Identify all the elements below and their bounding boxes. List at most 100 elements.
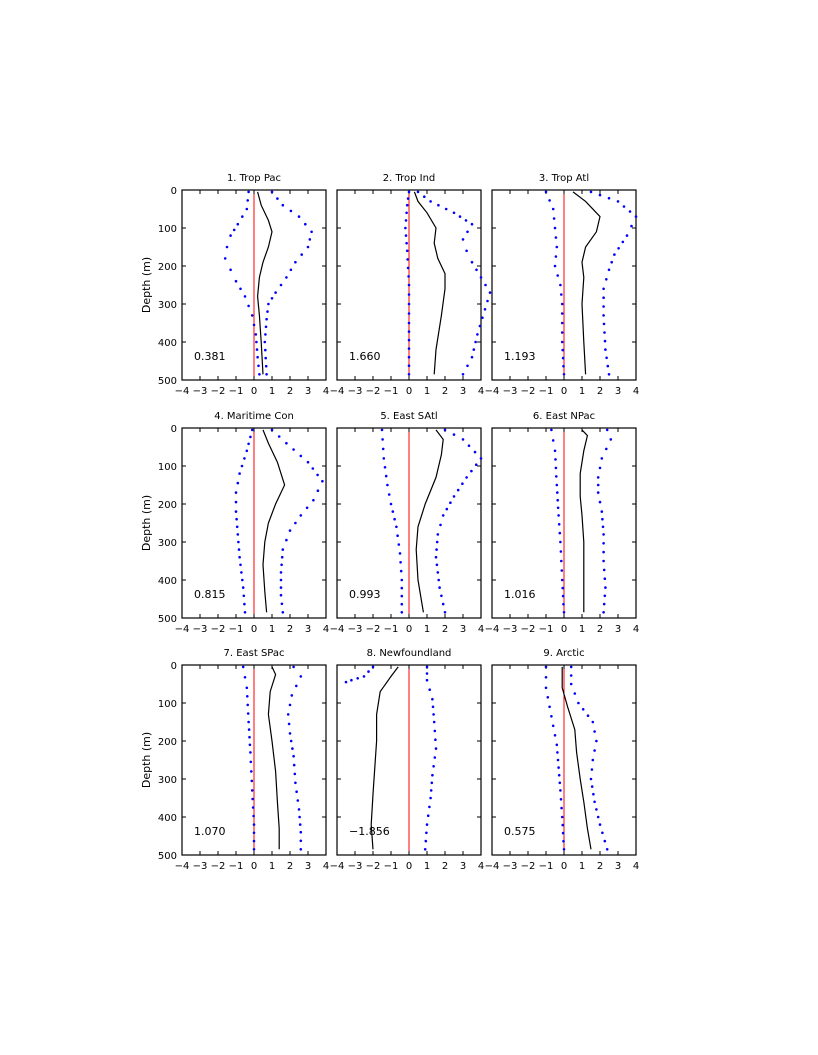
spread-point [452,211,456,215]
spread-point [559,798,563,801]
x-tick-label: 2 [597,386,603,397]
x-tick-label: 2 [287,624,293,635]
spread-point [628,210,632,213]
series-lower [544,665,566,851]
spread-point [434,738,437,741]
spread-point [300,253,304,256]
mean-profile-line [413,191,446,375]
x-tick-label: 1 [269,624,275,635]
series-lower [241,665,256,851]
spread-point [381,447,385,451]
spread-point [299,830,303,834]
spread-point [398,552,402,555]
series-lower [544,190,566,376]
spread-point [406,258,409,261]
x-tick-label: −2 [366,386,381,397]
x-tick-label: 1 [424,386,430,397]
spread-point [605,428,609,432]
x-tick-label: 4 [478,386,484,397]
y-tick-label: 500 [158,376,177,387]
series-lower [380,428,404,614]
spread-point [560,578,564,582]
spread-point [407,338,411,342]
x-tick-label: −1 [384,624,399,635]
x-tick-label: 3 [615,624,621,635]
x-tick-label: 4 [478,861,484,872]
spread-point [598,466,602,470]
spread-point [429,796,432,800]
spread-point [625,234,629,237]
spread-point [589,190,593,194]
spread-point [569,682,573,686]
spread-point [435,540,439,544]
spread-point [407,355,411,359]
spread-point [553,449,557,453]
spread-point [252,814,255,818]
spread-point [601,831,604,835]
spread-point [470,469,473,473]
spread-point [297,215,301,218]
y-tick-label: 100 [158,699,177,710]
x-tick-label: −1 [229,624,244,635]
spread-point [242,594,246,598]
spread-point [423,195,426,198]
spread-point [606,364,610,368]
spread-point [607,373,611,376]
spread-point [425,823,429,826]
spread-point [429,200,432,203]
spread-point [425,831,428,835]
x-tick-label: 4 [633,624,639,635]
spread-point [561,831,565,835]
spread-point [554,458,557,461]
spread-point [405,241,408,245]
spread-point [246,712,250,715]
spread-point [250,779,254,783]
spread-point [399,569,403,573]
x-tick-label: 2 [597,624,603,635]
y-tick-label: 0 [171,424,177,435]
panel-4: −4 −3 −2 −1 0 1 2 3 4 0 100 200 300 400 500 Depth (m) 4.… [140,411,329,635]
spread-point [470,222,474,226]
spread-point [299,514,303,517]
spread-point [609,438,613,441]
spread-point [561,823,564,827]
spread-point [241,665,245,669]
spread-point [279,586,283,589]
x-tick-label: 2 [442,386,448,397]
x-tick-label: 1 [269,386,275,397]
spread-point [561,348,564,352]
spread-point [596,491,600,494]
spread-point [279,593,283,597]
panel-3: −4 −3 −2 −1 0 1 2 3 4 3. Trop Atl 1.193 [485,173,640,397]
spread-point [557,766,560,769]
spread-point [407,302,411,306]
spread-point [292,448,295,451]
mean-profile-line [579,429,589,613]
x-tick-label: 2 [442,861,448,872]
y-tick-label: 400 [158,576,177,587]
spread-point [558,781,562,785]
spread-point [431,705,435,709]
spread-point [255,348,259,351]
x-tick-label: −1 [229,861,244,872]
spread-point [264,356,268,360]
spread-point [559,540,562,544]
spread-point [397,543,401,546]
spread-point [546,696,550,699]
spread-point [289,739,293,743]
x-tick-label: −1 [384,861,399,872]
x-tick-label: −3 [503,624,518,635]
spread-point [581,708,585,711]
spread-point [478,324,482,328]
spread-point [425,672,429,675]
spread-point [443,611,447,614]
spread-point [407,321,411,325]
series-upper [270,428,324,614]
panel-8: −4 −3 −2 −1 0 1 2 3 4 8. Newfoundland −1.856 [330,648,485,872]
panel-title: 8. Newfoundland [367,648,452,659]
spread-point [356,677,360,680]
x-tick-label: 0 [406,624,412,635]
spread-point [472,348,476,351]
x-tick-label: 4 [633,861,639,872]
spread-point [288,529,292,532]
